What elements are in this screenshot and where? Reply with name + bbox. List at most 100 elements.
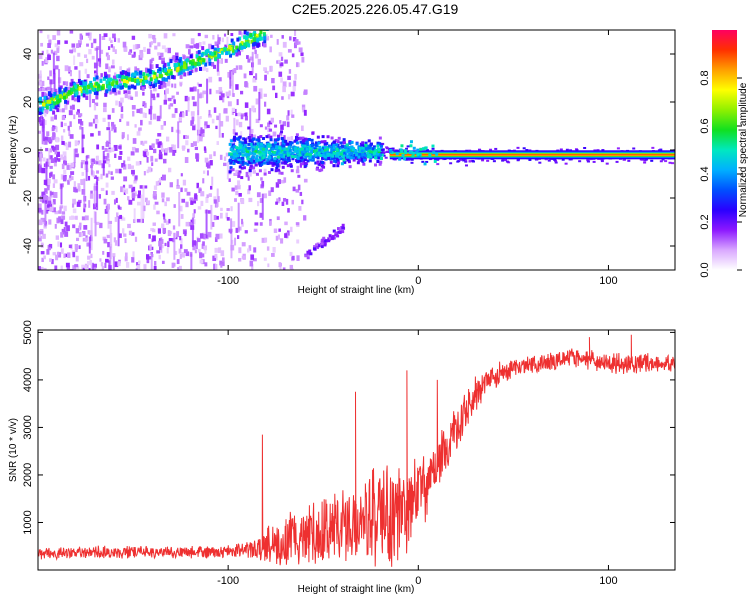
heatmap-cell [264, 237, 268, 243]
heatmap-cell [271, 253, 275, 257]
heatmap-cell [73, 114, 76, 120]
heatmap-cell [82, 89, 86, 94]
heatmap-cell [371, 150, 375, 154]
heatmap-cell [115, 168, 120, 174]
heatmap-cell [160, 237, 163, 253]
heatmap-cell [237, 112, 242, 117]
heatmap-cell [632, 147, 636, 150]
heatmap-cell [112, 253, 116, 257]
heatmap-cell [408, 150, 412, 154]
heatmap-cell [139, 53, 144, 58]
heatmap-cell [378, 136, 382, 140]
heatmap-cell [186, 66, 190, 71]
heatmap-cell [251, 148, 255, 152]
heatmap-cell [153, 185, 158, 190]
heatmap-cell [171, 144, 174, 148]
heatmap-cell [46, 86, 50, 92]
chart-title: C2E5.2025.226.05.47.G19 [291, 1, 459, 17]
heatmap-cell [220, 93, 225, 98]
heatmap-cell [306, 252, 310, 256]
heatmap-cell [180, 214, 184, 219]
heatmap-cell [258, 36, 262, 41]
heatmap-cell [50, 96, 54, 101]
heatmap-cell [143, 78, 147, 83]
heatmap-cell [259, 222, 263, 226]
heatmap-cell [153, 87, 157, 92]
heatmap-cell [234, 157, 238, 161]
heatmap-cell [260, 162, 264, 166]
heatmap-cell [229, 46, 233, 51]
heatmap-cell [66, 225, 70, 232]
heatmap-cell [290, 109, 293, 116]
heatmap-cell [236, 154, 240, 158]
heatmap-cell [344, 146, 348, 150]
heatmap-cell [200, 191, 205, 197]
heatmap-cell [104, 92, 108, 97]
heatmap-cell [52, 103, 56, 108]
heatmap-cell [378, 162, 382, 166]
heatmap-cell [230, 38, 234, 43]
heatmap-cell [303, 89, 308, 95]
heatmap-cell [106, 153, 110, 159]
heatmap-cell [182, 55, 186, 60]
heatmap-cell [284, 221, 288, 226]
heatmap-cell [54, 223, 57, 229]
heatmap-cell [47, 204, 51, 208]
heatmap-cell [153, 204, 156, 210]
heatmap-cell [137, 190, 142, 195]
heatmap-cell [236, 151, 240, 155]
heatmap-cell [304, 254, 308, 258]
heatmap-cell [348, 165, 352, 169]
heatmap-cell [53, 192, 58, 198]
heatmap-cell [282, 157, 286, 161]
heatmap-cell [56, 217, 60, 224]
heatmap-cell [168, 218, 171, 224]
heatmap-cell [188, 60, 192, 65]
heatmap-cell [60, 135, 64, 142]
heatmap-cell [93, 38, 97, 44]
heatmap-cell [237, 136, 241, 140]
heatmap-cell [134, 66, 137, 72]
heatmap-cell [271, 78, 275, 84]
heatmap-cell [323, 145, 327, 149]
heatmap-cell [105, 258, 109, 263]
heatmap-cell [360, 149, 364, 153]
heatmap-cell [130, 73, 134, 78]
heatmap-cell [306, 149, 310, 153]
heatmap-cell [240, 41, 244, 46]
heatmap-cell [100, 73, 103, 78]
heatmap-cell [144, 148, 148, 154]
heatmap-cell [190, 111, 195, 116]
heatmap-cell [51, 145, 55, 151]
heatmap-cell [44, 112, 47, 117]
heatmap-cell [171, 83, 174, 88]
heatmap-cell [56, 103, 60, 108]
heatmap-cell [210, 204, 213, 230]
heatmap-cell [286, 157, 290, 161]
heatmap-cell [187, 71, 191, 76]
heatmap-cell [52, 199, 56, 205]
heatmap-cell [314, 155, 318, 159]
heatmap-cell [113, 144, 118, 151]
heatmap-cell [124, 75, 128, 80]
heatmap-cell [64, 231, 69, 237]
heatmap-cell [252, 45, 256, 50]
heatmap-cell [295, 141, 299, 145]
heatmap-cell [243, 138, 247, 142]
heatmap-cell [277, 234, 280, 240]
heatmap-cell [586, 159, 590, 162]
heatmap-cell [41, 191, 44, 198]
y-tick-label: 1000 [22, 510, 34, 534]
heatmap-cell [129, 49, 133, 54]
heatmap-cell [150, 155, 154, 162]
heatmap-cell [191, 64, 195, 69]
heatmap-cell [221, 132, 224, 138]
heatmap-cell [75, 228, 80, 234]
heatmap-cell [135, 71, 139, 76]
heatmap-cell [281, 96, 284, 100]
heatmap-cell [80, 232, 84, 237]
heatmap-cell [257, 138, 261, 142]
heatmap-cell [261, 193, 264, 220]
heatmap-cell [366, 146, 370, 150]
